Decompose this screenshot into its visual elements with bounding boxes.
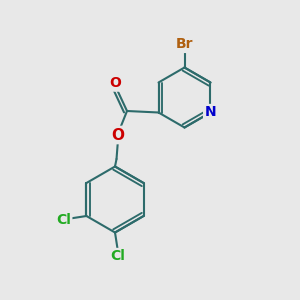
Text: Br: Br [176,38,193,51]
Text: Cl: Cl [56,213,71,226]
Text: N: N [205,106,216,119]
Text: O: O [109,76,121,90]
Text: O: O [112,128,124,142]
Text: Cl: Cl [111,250,125,263]
